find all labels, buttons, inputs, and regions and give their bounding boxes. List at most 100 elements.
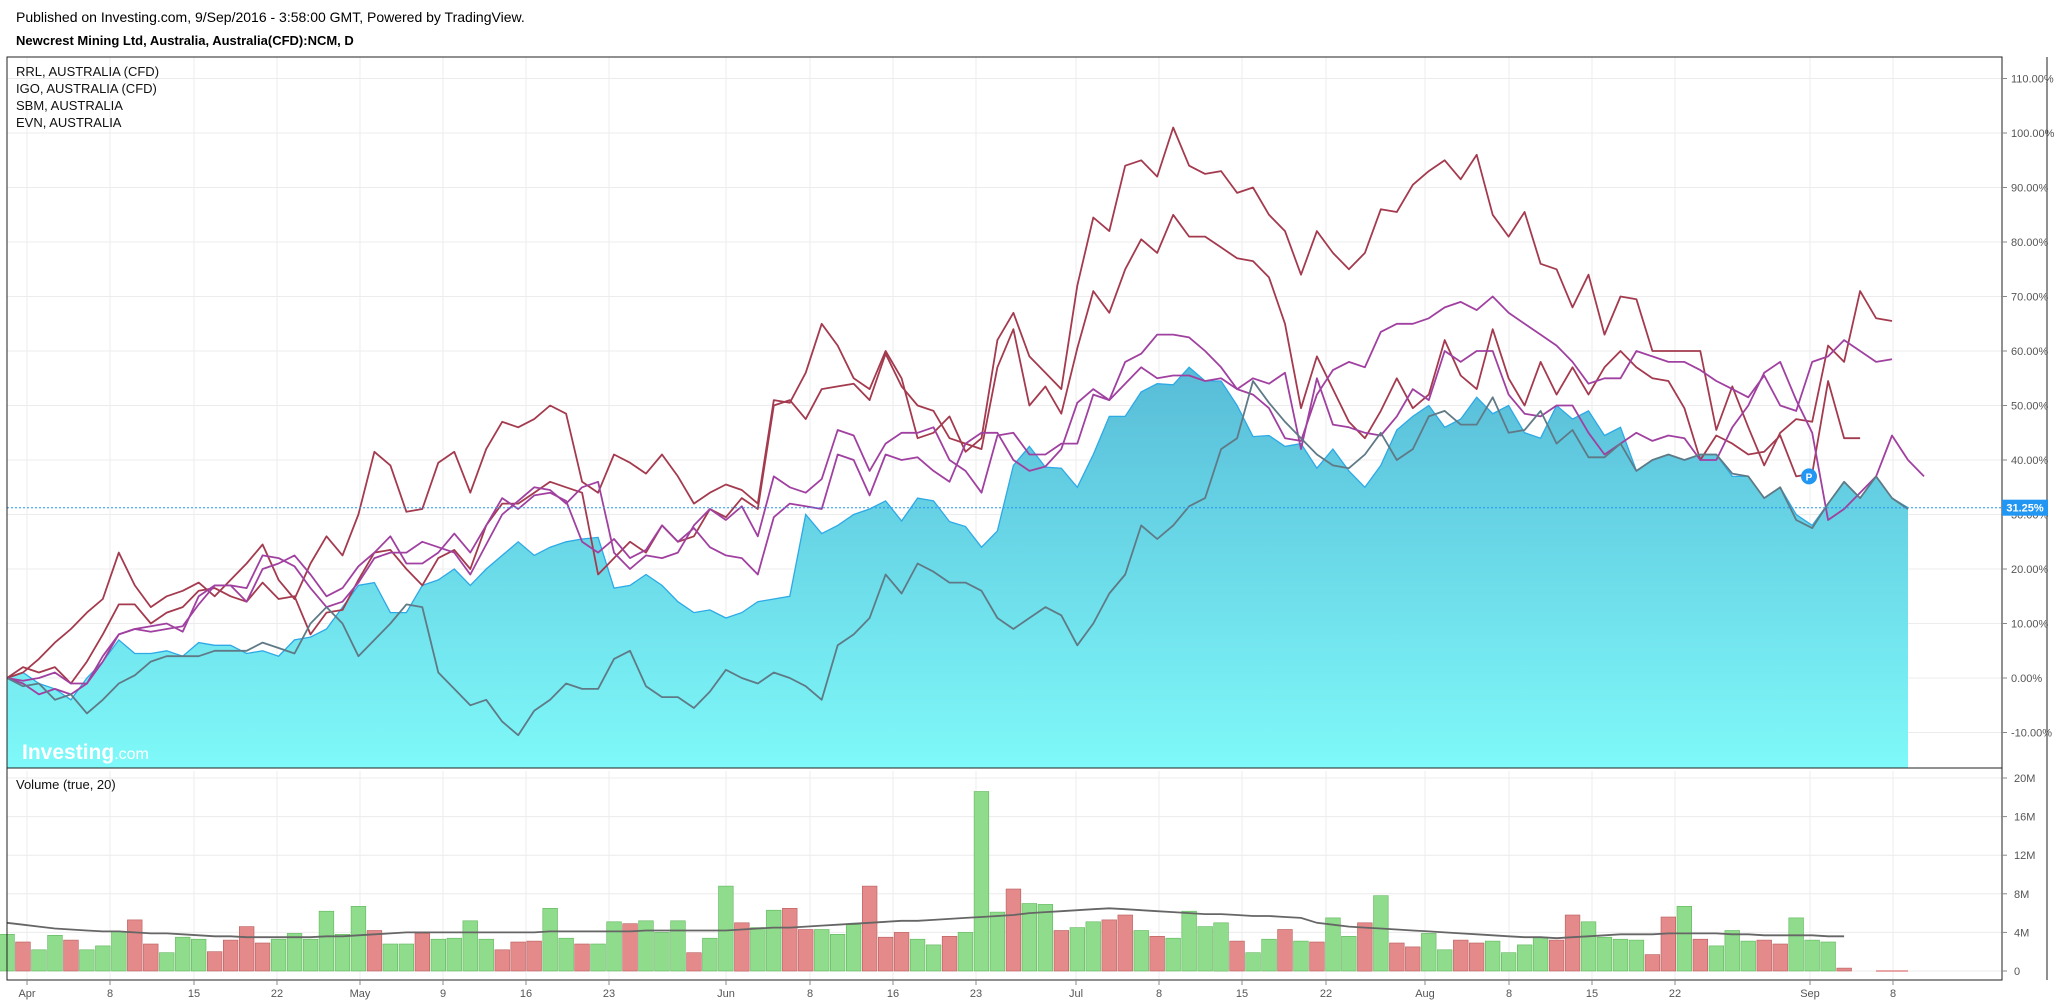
- volume-bar-up: [766, 909, 782, 972]
- volume-bar-down: [1469, 942, 1485, 972]
- volume-bar-up: [1788, 917, 1804, 972]
- logo-bold: Investing: [22, 741, 114, 764]
- current-value-tag: [2002, 499, 2048, 516]
- series-line-4: [6, 380, 1909, 737]
- x-tick-label: 16: [520, 988, 532, 1000]
- volume-bar-up: [79, 949, 95, 972]
- volume-bar-down: [1053, 930, 1069, 972]
- pin-marker-label: P: [1806, 472, 1813, 483]
- volume-bar-up: [462, 920, 478, 972]
- y-tick-label: 110.00%: [2011, 74, 2054, 86]
- y-tick-label: 40.00%: [2011, 455, 2049, 467]
- volume-bar-up: [430, 938, 446, 972]
- logo-suffix: .com: [114, 746, 149, 763]
- y-tick-label: -10.00%: [2011, 728, 2052, 740]
- volume-bar-down: [686, 952, 702, 972]
- x-tick-label: 23: [970, 988, 982, 1000]
- volume-bar-up: [398, 943, 414, 972]
- x-tick-label: Apr: [18, 988, 35, 1000]
- volume-bar-down: [877, 936, 894, 972]
- volume-bar-down: [1357, 922, 1373, 972]
- volume-bar-up: [1804, 939, 1820, 972]
- volume-bar-up: [1325, 917, 1341, 972]
- volume-bar-down: [223, 939, 239, 972]
- volume-bar-up: [1676, 905, 1692, 972]
- vol-y-tick-label: 12M: [2014, 850, 2035, 862]
- volume-bar-down: [239, 926, 255, 972]
- volume-bar-up: [1165, 937, 1181, 972]
- x-tick-label: May: [350, 988, 371, 1000]
- volume-bar-up: [1820, 941, 1836, 972]
- volume-bar-up: [175, 936, 191, 972]
- volume-bar-down: [510, 941, 526, 972]
- volume-bar-up: [909, 938, 926, 972]
- volume-bar-up: [47, 934, 63, 972]
- volume-bar-up: [989, 911, 1006, 972]
- volume-bar-up: [302, 938, 319, 972]
- volume-bar-down: [1389, 942, 1405, 972]
- chart-frame: [6, 56, 2048, 981]
- volume-bar-down: [782, 907, 798, 972]
- volume-bar-up: [654, 932, 670, 972]
- volume-bar-up: [1341, 935, 1357, 972]
- volume-bar-down: [574, 943, 590, 972]
- x-tick-label: 23: [603, 988, 615, 1000]
- volume-bar-up: [973, 791, 990, 972]
- y-tick-label: 100.00%: [2011, 128, 2055, 140]
- volume-bar-up: [718, 885, 734, 972]
- volume-bar-down: [941, 935, 958, 972]
- volume-bar-up: [1628, 939, 1645, 972]
- volume-bar-up: [670, 920, 686, 972]
- volume-bar-up: [606, 921, 622, 972]
- volume-bar-down: [127, 919, 143, 972]
- x-tick-label: 8: [1156, 988, 1162, 1000]
- volume-bar-up: [318, 910, 335, 972]
- volume-bar-down: [494, 949, 510, 972]
- symbol-title: Newcrest Mining Ltd, Australia, Australi…: [16, 33, 354, 48]
- volume-bar-down: [1309, 941, 1325, 972]
- y-tick-label: 0.00%: [2011, 673, 2042, 685]
- volume-bar-down: [1564, 914, 1581, 972]
- volume-bar-down: [622, 923, 638, 972]
- volume-bar-down: [63, 939, 79, 972]
- y-tick-label: 80.00%: [2011, 237, 2049, 249]
- volume-bar-up: [1596, 936, 1613, 972]
- volume-bar-down: [414, 933, 430, 972]
- volume-bar-down: [1005, 888, 1022, 972]
- volume-bar-down: [1453, 939, 1469, 972]
- volume-bar-up: [1245, 952, 1261, 972]
- axis-labels: Apr 8 15 22 May 9 16 23 Jun 8 16 23 Jul 8 15 22 Aug 8 15 22…: [18, 74, 2054, 1001]
- x-tick-label: 8: [807, 988, 813, 1000]
- volume-bar-down: [207, 951, 223, 972]
- volume-bar-up: [382, 943, 398, 972]
- volume-bar-up: [702, 937, 718, 972]
- current-value-label: 31.25%: [2006, 503, 2044, 515]
- volume-bar-up: [446, 937, 462, 972]
- volume-bar-down: [1149, 935, 1165, 972]
- x-tick-label: Sep: [1800, 988, 1820, 1000]
- volume-bar-down: [526, 940, 542, 972]
- volume-bar-down: [1277, 929, 1293, 972]
- volume-bar-up: [1213, 922, 1229, 972]
- volume-bar-up: [1197, 926, 1213, 972]
- x-tick-label: 16: [887, 988, 899, 1000]
- comparison-series-layer: P: [6, 126, 2002, 737]
- volume-bar-up: [750, 927, 766, 972]
- volume-bar-down: [893, 932, 910, 972]
- series-line-1: [6, 213, 1861, 685]
- pin-marker: [1801, 468, 1817, 485]
- x-tick-label: 15: [188, 988, 200, 1000]
- volume-bar-up: [31, 949, 47, 972]
- legend-entry: IGO, AUSTRALIA (CFD): [16, 81, 157, 96]
- x-tick-label: 22: [271, 988, 283, 1000]
- volume-bar-up: [1708, 945, 1724, 972]
- volume-title: Volume (true, 20): [16, 777, 116, 792]
- volume-bar-down: [366, 930, 383, 972]
- volume-bar-up: [638, 920, 654, 972]
- volume-bar-down: [1756, 939, 1772, 972]
- volume-bar-up: [1532, 936, 1549, 972]
- published-caption: Published on Investing.com, 9/Sep/2016 -…: [16, 9, 525, 25]
- y-tick-label: 20.00%: [2011, 564, 2049, 576]
- volume-bar-up: [845, 924, 862, 972]
